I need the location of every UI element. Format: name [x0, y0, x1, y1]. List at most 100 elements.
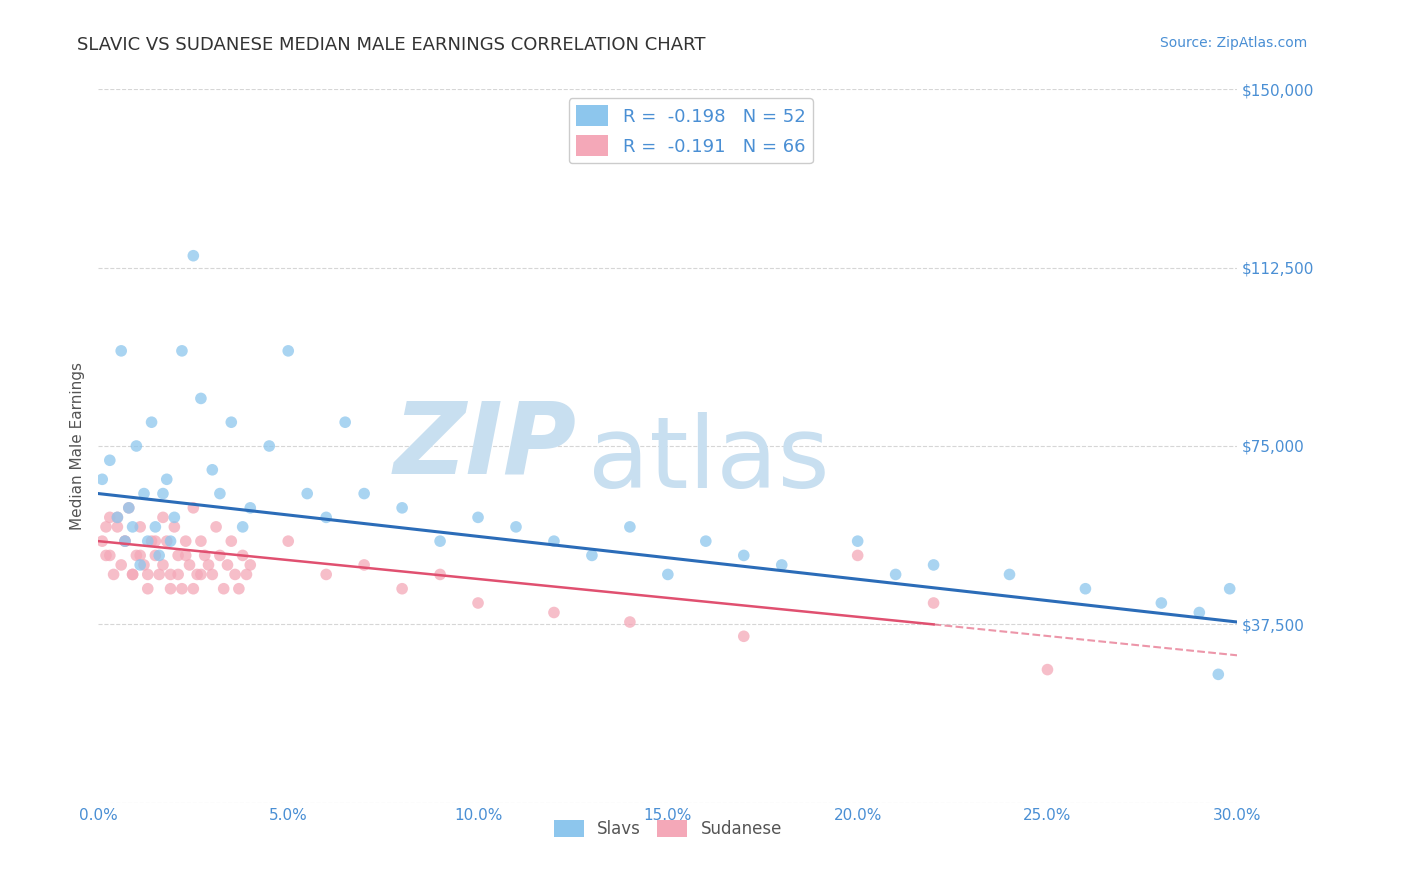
Point: [125, 549, 148, 563]
Point: [110, 343, 132, 358]
Point: [391, 500, 413, 515]
Point: [190, 392, 212, 406]
Point: [581, 549, 603, 563]
Point: [132, 486, 155, 500]
Point: [1074, 582, 1097, 596]
Point: [183, 249, 205, 263]
Point: [132, 558, 155, 572]
Point: [136, 582, 159, 596]
Point: [159, 582, 181, 596]
Point: [315, 567, 337, 582]
Point: [212, 582, 235, 596]
Point: [1219, 582, 1241, 596]
Point: [467, 510, 489, 524]
Point: [733, 549, 755, 563]
Point: [922, 596, 945, 610]
Point: [190, 567, 212, 582]
Legend: Slavs, Sudanese: Slavs, Sudanese: [547, 813, 789, 845]
Point: [884, 567, 907, 582]
Point: [110, 558, 132, 572]
Point: [429, 567, 451, 582]
Point: [174, 549, 197, 563]
Point: [217, 558, 239, 572]
Point: [353, 558, 375, 572]
Point: [156, 534, 179, 549]
Point: [179, 558, 201, 572]
Point: [1150, 596, 1173, 610]
Point: [221, 534, 243, 549]
Point: [695, 534, 717, 549]
Point: [619, 520, 641, 534]
Point: [152, 510, 174, 524]
Point: [335, 415, 357, 429]
Point: [114, 534, 136, 549]
Point: [136, 534, 159, 549]
Point: [145, 520, 167, 534]
Point: [91, 472, 114, 486]
Point: [121, 567, 143, 582]
Point: [167, 567, 190, 582]
Point: [205, 520, 228, 534]
Point: [121, 567, 143, 582]
Point: [657, 567, 679, 582]
Point: [224, 567, 246, 582]
Point: [846, 534, 869, 549]
Point: [277, 534, 299, 549]
Point: [114, 534, 136, 549]
Point: [107, 510, 129, 524]
Point: [201, 567, 224, 582]
Point: [208, 486, 231, 500]
Point: [467, 596, 489, 610]
Point: [232, 520, 254, 534]
Point: [141, 534, 163, 549]
Point: [228, 582, 250, 596]
Point: [277, 343, 299, 358]
Point: [183, 582, 205, 596]
Point: [505, 520, 527, 534]
Point: [118, 500, 141, 515]
Point: [239, 500, 262, 515]
Point: [315, 510, 337, 524]
Point: [107, 520, 129, 534]
Text: Source: ZipAtlas.com: Source: ZipAtlas.com: [1160, 36, 1308, 50]
Point: [170, 343, 193, 358]
Point: [159, 567, 181, 582]
Point: [391, 582, 413, 596]
Point: [221, 415, 243, 429]
Point: [201, 463, 224, 477]
Point: [1036, 663, 1059, 677]
Point: [543, 606, 565, 620]
Point: [174, 534, 197, 549]
Point: [152, 486, 174, 500]
Point: [543, 534, 565, 549]
Text: ZIP: ZIP: [394, 398, 576, 494]
Point: [194, 549, 217, 563]
Point: [922, 558, 945, 572]
Point: [136, 567, 159, 582]
Point: [107, 510, 129, 524]
Point: [1188, 606, 1211, 620]
Point: [259, 439, 281, 453]
Point: [232, 549, 254, 563]
Point: [183, 500, 205, 515]
Point: [125, 439, 148, 453]
Point: [148, 567, 170, 582]
Point: [152, 558, 174, 572]
Point: [98, 510, 121, 524]
Point: [129, 558, 152, 572]
Point: [114, 534, 136, 549]
Point: [186, 567, 208, 582]
Point: [170, 582, 193, 596]
Point: [429, 534, 451, 549]
Point: [98, 549, 121, 563]
Point: [129, 520, 152, 534]
Point: [239, 558, 262, 572]
Point: [156, 472, 179, 486]
Point: [190, 534, 212, 549]
Text: atlas: atlas: [588, 412, 830, 508]
Point: [98, 453, 121, 467]
Point: [145, 549, 167, 563]
Point: [235, 567, 257, 582]
Point: [846, 549, 869, 563]
Point: [998, 567, 1021, 582]
